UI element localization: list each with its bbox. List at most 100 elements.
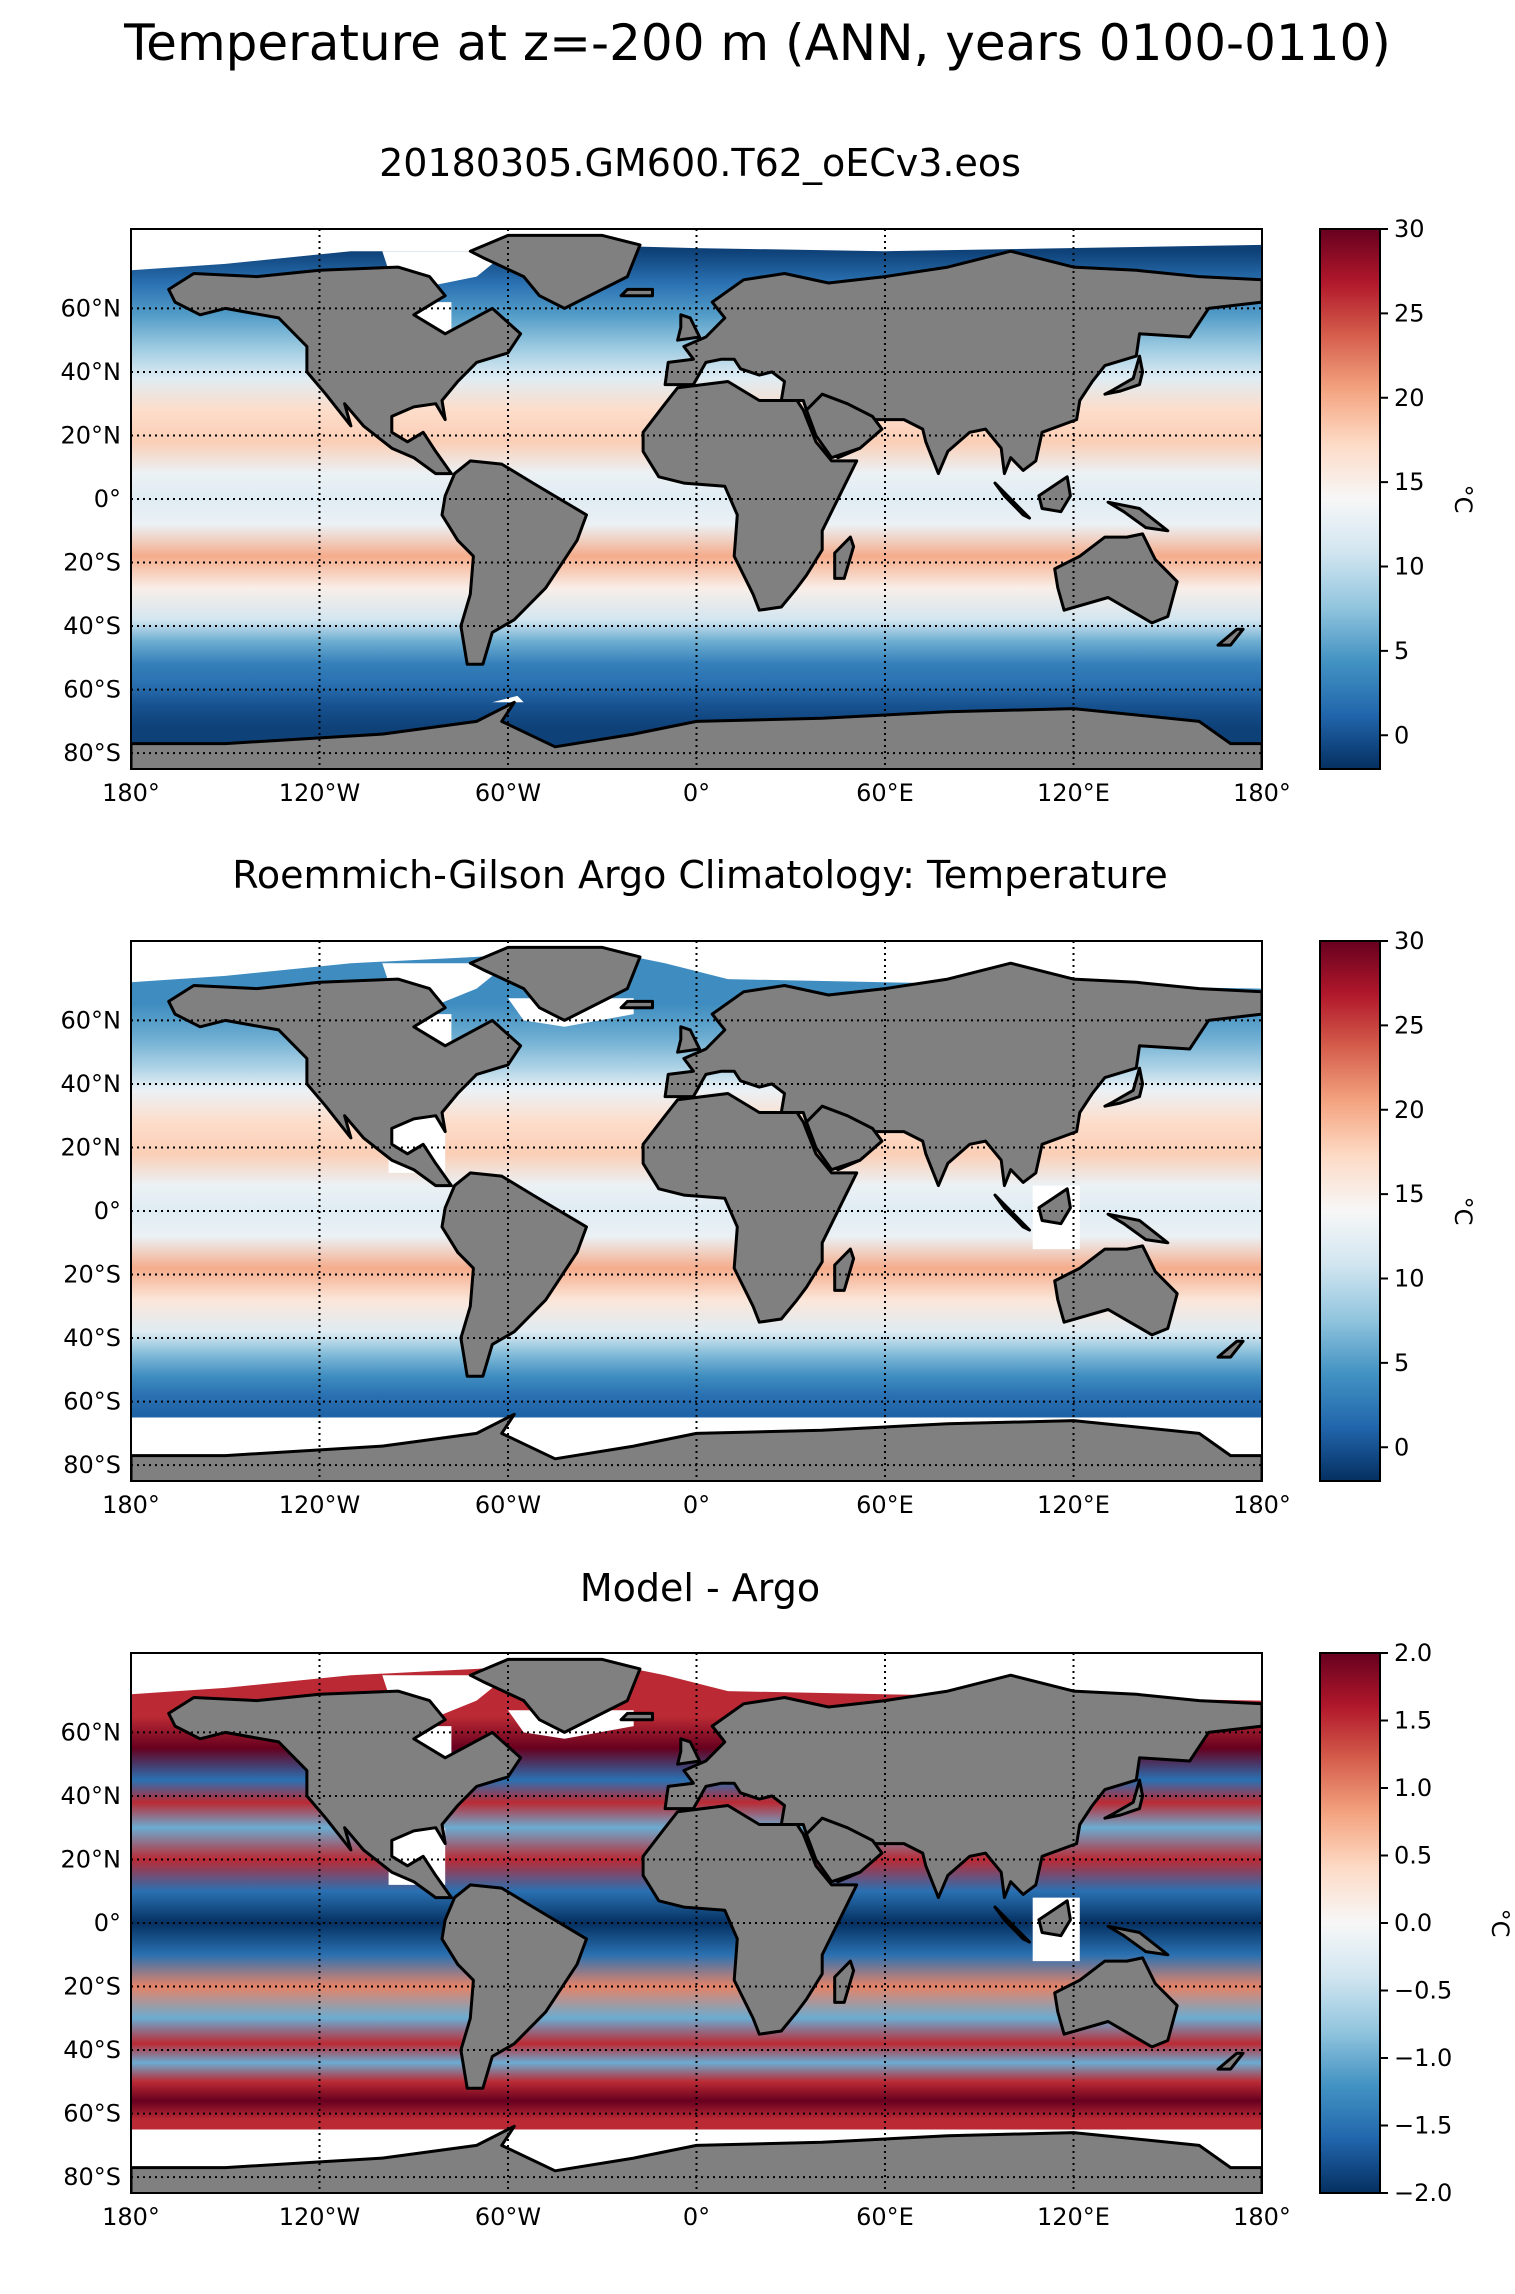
colorbar-tick-label: 30	[1394, 927, 1425, 955]
colorbar-tick-label: 15	[1394, 468, 1425, 496]
colorbar-tick-label: −1.0	[1394, 2044, 1452, 2072]
lat-tick-label: 20°N	[61, 1133, 122, 1161]
land-arabia	[805, 392, 884, 460]
land-borneo	[1037, 1187, 1072, 1226]
lat-tick-label: 40°S	[63, 2036, 121, 2064]
land-africa	[641, 380, 859, 612]
land-borneo	[1037, 1899, 1072, 1938]
map-frame	[130, 940, 1263, 1482]
colorbar-tick-label: 0.0	[1394, 1909, 1432, 1937]
land-indonesia-west	[993, 1193, 1031, 1232]
lon-tick-label: 60°E	[856, 779, 914, 807]
lat-tick-label: 20°S	[63, 549, 121, 577]
lat-tick-label: 60°S	[63, 1388, 121, 1416]
land-arabia	[805, 1816, 884, 1884]
land-greenland	[468, 233, 642, 310]
colorbar-tick-label: 25	[1394, 1011, 1425, 1039]
colorbar-label: °C	[1449, 1197, 1477, 1226]
land-greenland	[468, 945, 642, 1022]
lat-tick-label: 60°S	[63, 2100, 121, 2128]
land-borneo	[1037, 475, 1072, 514]
colorbar-tick-label: −1.5	[1394, 2112, 1452, 2140]
lon-tick-label: 60°E	[856, 1491, 914, 1519]
land-new-guinea	[1106, 1924, 1170, 1957]
land-south-america	[440, 1171, 588, 1378]
lat-tick-label: 60°S	[63, 676, 121, 704]
colorbar-tick-label: −2.0	[1394, 2179, 1452, 2207]
lon-tick-label: 180°	[102, 2203, 160, 2231]
colorbar-tick-label: 0	[1394, 1433, 1409, 1461]
lon-tick-label: 120°E	[1037, 1491, 1110, 1519]
lon-tick-label: 180°	[102, 779, 160, 807]
lat-tick-label: 0°	[94, 1197, 121, 1225]
panel-2-chart: 60°N 40°N 20°N 0° 20°S 40°S 60°S 80°S 180° 120°W 6…	[61, 927, 1478, 1519]
lat-tick-label: 20°N	[61, 1845, 122, 1873]
colorbar-tick-label: 20	[1394, 1096, 1425, 1124]
lat-tick-label: 40°S	[63, 1324, 121, 1352]
lon-tick-label: 180°	[1233, 2203, 1291, 2231]
land-africa	[641, 1804, 859, 2036]
lat-tick-label: 0°	[94, 1909, 121, 1937]
land-japan	[1103, 354, 1145, 396]
land-nz-south	[1216, 2051, 1245, 2071]
panel-2-title: Roemmich-Gilson Argo Climatology: Temper…	[232, 853, 1168, 897]
figure-suptitle: Temperature at z=-200 m (ANN, years 0100…	[124, 14, 1391, 72]
land-indonesia-west	[993, 1905, 1031, 1944]
lat-tick-label: 60°N	[61, 294, 122, 322]
colorbar-tick-label: 5	[1394, 1349, 1409, 1377]
land-nz-south	[1216, 1339, 1245, 1359]
land-australia	[1053, 532, 1179, 625]
colorbar-tick-label: 30	[1394, 215, 1425, 243]
colorbar-label: °C	[1486, 1909, 1514, 1938]
land-japan	[1103, 1778, 1145, 1820]
lon-tick-label: 120°E	[1037, 2203, 1110, 2231]
lon-tick-label: 180°	[1233, 779, 1291, 807]
missing-data-region	[492, 695, 524, 703]
lon-tick-label: 0°	[683, 2203, 710, 2231]
lon-tick-label: 60°E	[856, 2203, 914, 2231]
panel-1-title: 20180305.GM600.T62_oECv3.eos	[379, 141, 1021, 185]
land-iceland	[619, 287, 654, 298]
lon-tick-label: 0°	[683, 779, 710, 807]
panel-1-chart: 60°N 40°N 20°N 0° 20°S 40°S 60°S 80°S 180° 120°W 6…	[61, 215, 1478, 807]
land-north-america	[167, 265, 523, 476]
land-africa	[641, 1092, 859, 1324]
lat-tick-label: 20°S	[63, 1261, 121, 1289]
colorbar	[1319, 228, 1381, 770]
lat-tick-label: 40°N	[61, 1070, 122, 1098]
missing-data-region	[131, 229, 1262, 271]
land-australia	[1053, 1244, 1179, 1337]
land-new-guinea	[1106, 500, 1170, 533]
colorbar-tick-label: 10	[1394, 1265, 1425, 1293]
panel-3-chart: 60°N 40°N 20°N 0° 20°S 40°S 60°S 80°S 180° 120°W 6…	[61, 1639, 1515, 2231]
land-south-america	[440, 1883, 588, 2090]
colorbar-tick-label: 1.5	[1394, 1707, 1432, 1735]
colorbar-tick-label: 2.0	[1394, 1639, 1432, 1667]
lon-tick-label: 180°	[1233, 1491, 1291, 1519]
land-new-guinea	[1106, 1212, 1170, 1245]
colorbar-tick-label: −0.5	[1394, 1977, 1452, 2005]
lon-tick-label: 120°W	[279, 779, 361, 807]
map-frame	[130, 1652, 1263, 2194]
lon-tick-label: 120°W	[279, 2203, 361, 2231]
colorbar-tick-label: 25	[1394, 299, 1425, 327]
colorbar-tick-label: 1.0	[1394, 1774, 1432, 1802]
map-frame	[130, 228, 1263, 770]
lat-tick-label: 60°N	[61, 1006, 122, 1034]
panel-3-title: Model - Argo	[579, 1566, 821, 1610]
lon-tick-label: 120°W	[279, 1491, 361, 1519]
land-north-america	[167, 1689, 523, 1900]
lat-tick-label: 80°S	[63, 739, 121, 767]
land-japan	[1103, 1066, 1145, 1108]
colorbar-tick-label: 10	[1394, 553, 1425, 581]
colorbar-tick-label: 15	[1394, 1180, 1425, 1208]
lat-tick-label: 20°S	[63, 1973, 121, 2001]
lon-tick-label: 60°W	[475, 1491, 541, 1519]
colorbar-tick-label: 0	[1394, 721, 1409, 749]
colorbar	[1319, 940, 1381, 1482]
lon-tick-label: 60°W	[475, 779, 541, 807]
land-greenland	[468, 1657, 642, 1734]
colorbar-tick-label: 5	[1394, 637, 1409, 665]
land-nz-south	[1216, 627, 1245, 647]
lat-tick-label: 0°	[94, 485, 121, 513]
